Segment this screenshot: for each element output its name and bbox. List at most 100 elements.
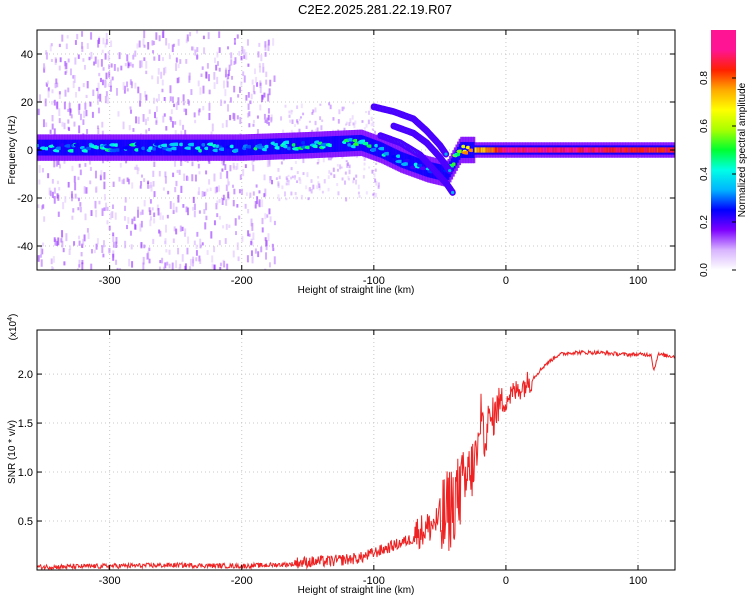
- noise-speck: [177, 63, 180, 69]
- y-tick-label: 20: [21, 97, 33, 109]
- noise-speck: [122, 178, 125, 185]
- noise-speck: [180, 161, 183, 167]
- noise-speck: [164, 176, 167, 184]
- noise-speck: [191, 174, 194, 182]
- noise-speck: [167, 190, 170, 195]
- noise-speck: [357, 184, 360, 190]
- band-core: [48, 139, 51, 156]
- noise-speck: [103, 172, 106, 180]
- noise-speck: [336, 183, 339, 187]
- noise-speck: [155, 120, 158, 125]
- noise-speck: [238, 215, 241, 220]
- noise-speck: [48, 187, 51, 195]
- band-line: [483, 147, 487, 153]
- noise-speck: [139, 223, 142, 232]
- band-core: [78, 139, 81, 156]
- snr-x-axis-label: Height of straight line (km): [298, 585, 415, 596]
- band-line: [504, 147, 508, 153]
- noise-speck: [145, 129, 148, 134]
- noise-speck: [236, 163, 239, 170]
- noise-speck: [67, 108, 70, 112]
- noise-speck: [198, 255, 201, 262]
- noise-speck: [112, 241, 115, 248]
- noise-speck: [182, 94, 185, 102]
- noise-speck: [247, 92, 250, 98]
- noise-speck: [145, 61, 148, 69]
- noise-speck: [345, 123, 348, 126]
- noise-speck: [161, 88, 164, 93]
- band-core: [138, 139, 141, 156]
- noise-speck: [337, 119, 340, 124]
- noise-speck: [239, 116, 242, 125]
- noise-speck: [118, 176, 121, 182]
- noise-speck: [259, 104, 262, 111]
- noise-speck: [86, 129, 89, 134]
- noise-speck: [127, 217, 130, 224]
- noise-speck: [250, 250, 253, 256]
- band-line: [488, 147, 492, 153]
- noise-speck: [317, 158, 320, 164]
- noise-speck: [215, 64, 218, 71]
- band-core: [453, 152, 457, 169]
- noise-speck: [149, 199, 152, 204]
- noise-speck: [176, 169, 179, 173]
- noise-speck: [99, 93, 102, 102]
- noise-speck: [225, 223, 228, 230]
- noise-speck: [208, 158, 211, 164]
- band-core: [445, 165, 449, 182]
- noise-speck: [184, 263, 187, 270]
- noise-speck: [127, 61, 130, 69]
- noise-speck: [343, 180, 346, 185]
- band-blob: [352, 138, 359, 143]
- snr-multiplier-exponent: 4: [7, 317, 14, 321]
- noise-speck: [198, 210, 201, 214]
- x-tick-label: -100: [363, 575, 385, 587]
- noise-speck: [267, 121, 270, 126]
- noise-speck: [58, 65, 61, 71]
- noise-speck: [233, 113, 236, 121]
- noise-speck: [159, 230, 162, 237]
- noise-speck: [266, 160, 269, 168]
- band-line: [613, 147, 617, 153]
- noise-speck: [58, 108, 61, 116]
- band-line: [623, 147, 626, 153]
- band-core: [224, 139, 227, 156]
- y-tick-label: 0.5: [18, 516, 33, 528]
- noise-speck: [143, 200, 146, 207]
- noise-speck: [308, 187, 311, 192]
- noise-speck: [96, 87, 99, 92]
- band-blob: [456, 152, 461, 156]
- noise-speck: [49, 45, 52, 52]
- noise-speck: [354, 120, 357, 125]
- band-blob: [152, 147, 157, 151]
- noise-speck: [328, 102, 331, 106]
- noise-speck: [247, 230, 250, 237]
- noise-speck: [195, 250, 198, 256]
- band-line: [637, 147, 641, 153]
- noise-speck: [83, 234, 86, 242]
- noise-speck: [174, 130, 177, 136]
- band-line: [491, 147, 495, 153]
- band-line: [640, 147, 644, 153]
- noise-speck: [310, 189, 313, 194]
- noise-speck: [53, 196, 56, 204]
- noise-speck: [112, 235, 115, 243]
- noise-speck: [205, 71, 208, 79]
- x-tick-label: -200: [231, 275, 253, 287]
- band-core: [201, 139, 205, 156]
- noise-speck: [363, 162, 366, 166]
- noise-speck: [85, 109, 88, 117]
- noise-speck: [126, 81, 129, 88]
- noise-speck: [337, 191, 340, 196]
- noise-speck: [202, 105, 205, 111]
- band-line: [479, 147, 482, 153]
- band-line: [642, 147, 645, 153]
- band-blob: [286, 146, 292, 151]
- noise-speck: [357, 191, 360, 195]
- band-line: [587, 147, 590, 153]
- noise-speck: [228, 64, 231, 71]
- noise-speck: [298, 128, 301, 134]
- noise-speck: [218, 47, 221, 53]
- noise-speck: [195, 244, 198, 249]
- noise-speck: [355, 154, 358, 158]
